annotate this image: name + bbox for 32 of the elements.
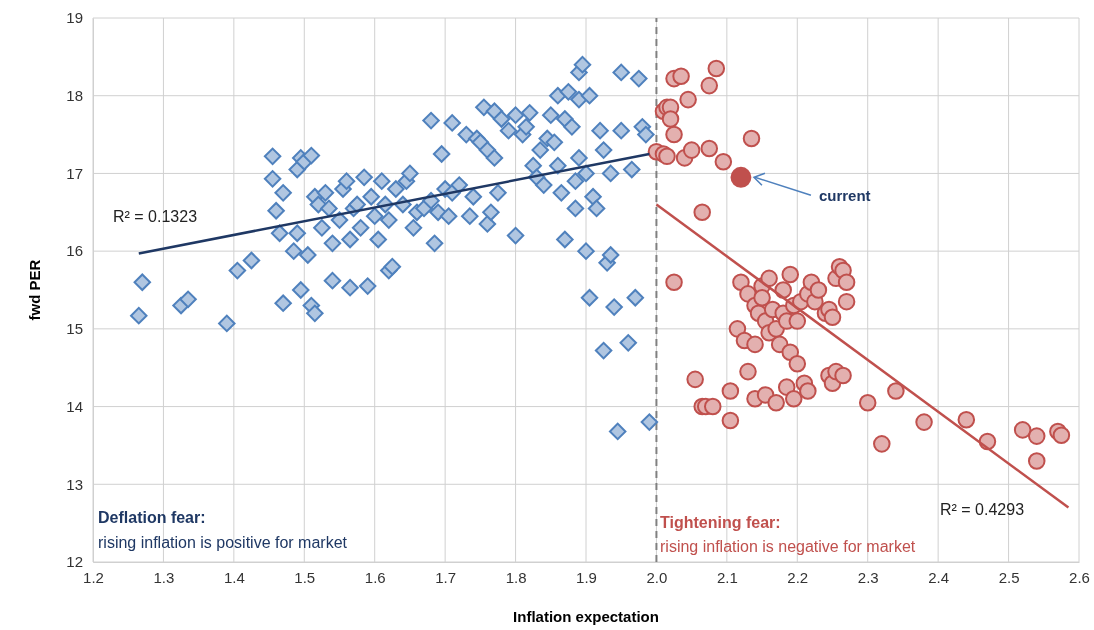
y-tick-label: 12 — [66, 553, 83, 571]
x-tick-label: 1.6 — [364, 568, 386, 586]
x-tick-label: 1.7 — [435, 568, 457, 586]
annotation: R² = 0.4293 — [940, 501, 1025, 518]
y-tick-label: 13 — [66, 475, 83, 493]
annotation: R² = 0.1323 — [113, 208, 198, 225]
y-axis-title: fwd PER — [26, 259, 43, 321]
x-tick-label: 1.5 — [294, 568, 316, 586]
x-tick-label: 2.6 — [1069, 568, 1090, 586]
x-tick-label: 2.2 — [787, 568, 809, 586]
x-tick-label: 2.1 — [716, 568, 738, 586]
x-axis-title: Inflation expectation — [513, 608, 659, 625]
x-tick-label: 2.5 — [998, 568, 1020, 586]
annotation: rising inflation is negative for market — [660, 538, 916, 555]
y-tick-label: 14 — [66, 397, 83, 415]
y-tick-label: 19 — [66, 9, 83, 27]
annotation: rising inflation is positive for market — [98, 534, 348, 551]
x-tick-label: 2.0 — [646, 568, 668, 586]
y-tick-label: 18 — [66, 87, 83, 105]
y-tick-label: 16 — [66, 242, 83, 260]
x-tick-label: 1.4 — [223, 568, 245, 586]
x-tick-label: 2.3 — [857, 568, 879, 586]
y-tick-label: 15 — [66, 320, 83, 338]
y-tick-label: 17 — [66, 164, 83, 182]
x-tick-label: 1.2 — [83, 568, 104, 586]
annotation: current — [818, 187, 871, 205]
x-tick-label: 1.8 — [505, 568, 527, 586]
annotation: Deflation fear: — [98, 509, 206, 526]
x-tick-label: 1.9 — [576, 568, 597, 586]
x-tick-label: 2.4 — [928, 568, 950, 586]
annotation: Tightening fear: — [660, 514, 781, 531]
x-tick-label: 1.3 — [153, 568, 175, 586]
